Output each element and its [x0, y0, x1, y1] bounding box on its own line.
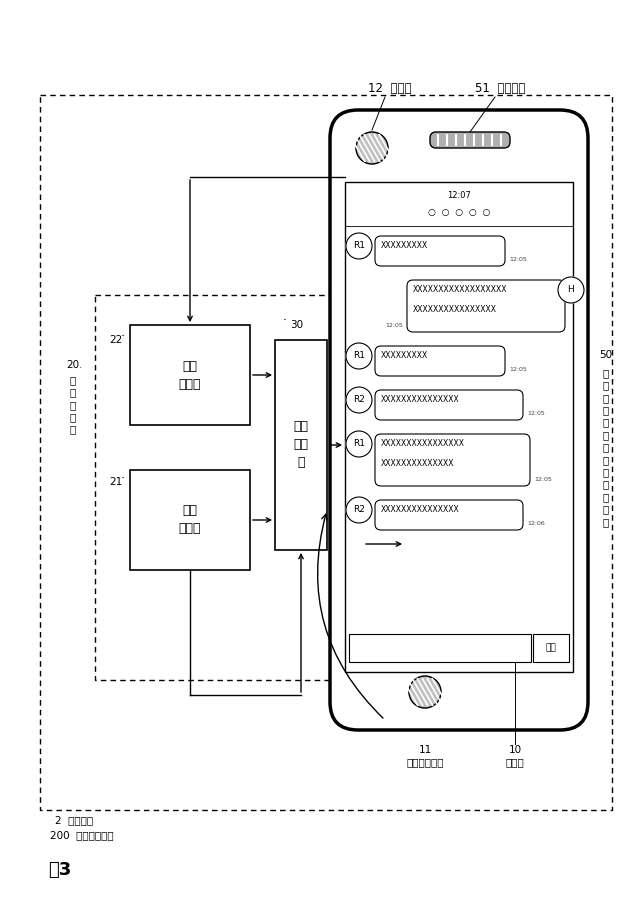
Text: 10
入力部: 10 入力部: [506, 745, 524, 767]
Text: H: H: [568, 285, 574, 294]
Text: 12:06: 12:06: [527, 521, 545, 526]
Bar: [40, 95, 612, 810]
Text: XXXXXXXXXXXXXX: XXXXXXXXXXXXXX: [381, 459, 454, 468]
Text: XXXXXXXXX: XXXXXXXXX: [381, 241, 428, 251]
Text: 51  スピーカ: 51 スピーカ: [475, 82, 525, 95]
FancyBboxPatch shape: [430, 132, 510, 148]
FancyBboxPatch shape: [375, 390, 523, 420]
Text: XXXXXXXXXXXXXXX: XXXXXXXXXXXXXXX: [381, 506, 460, 515]
FancyBboxPatch shape: [375, 346, 505, 376]
Text: XXXXXXXXXXXXXXXX: XXXXXXXXXXXXXXXX: [381, 439, 465, 448]
Circle shape: [346, 343, 372, 369]
Text: 12:05: 12:05: [385, 323, 403, 328]
FancyBboxPatch shape: [407, 280, 565, 332]
Text: R1: R1: [353, 439, 365, 448]
Text: 30: 30: [290, 320, 303, 330]
Text: XXXXXXXXXXXXXXXXXX: XXXXXXXXXXXXXXXXXX: [413, 285, 508, 294]
Text: 2  対話装置: 2 対話装置: [55, 815, 93, 825]
Bar: [130, 470, 250, 570]
Circle shape: [346, 431, 372, 457]
Text: XXXXXXXXXXXXXXX: XXXXXXXXXXXXXXX: [381, 395, 460, 404]
Text: 11
マイクロホン: 11 マイクロホン: [406, 745, 444, 767]
Circle shape: [409, 676, 441, 708]
Text: XXXXXXXXXXXXXXXX: XXXXXXXXXXXXXXXX: [413, 305, 497, 314]
Bar: [95, 295, 360, 680]
Text: 12:05: 12:05: [509, 257, 527, 262]
Circle shape: [346, 387, 372, 413]
Text: 20: 20: [67, 360, 79, 370]
Text: R1: R1: [353, 352, 365, 361]
Bar: [349, 634, 531, 662]
Text: 送信: 送信: [546, 643, 556, 652]
Text: ○  ○  ○  ○  ○: ○ ○ ○ ○ ○: [428, 208, 490, 217]
Bar: [533, 634, 569, 662]
Bar: [275, 340, 327, 550]
Bar: [345, 182, 573, 672]
Text: 発話
決定
部: 発話 決定 部: [294, 421, 308, 469]
Bar: [130, 325, 250, 425]
FancyBboxPatch shape: [375, 500, 523, 530]
Circle shape: [558, 277, 584, 303]
Text: 12:07: 12:07: [447, 191, 471, 200]
Circle shape: [346, 233, 372, 259]
Text: XXXXXXXXX: XXXXXXXXX: [381, 352, 428, 361]
Text: 21: 21: [109, 477, 122, 487]
Text: 音声
認識部: 音声 認識部: [179, 505, 201, 536]
Text: 200  対話システム: 200 対話システム: [50, 830, 114, 840]
Text: 提
示
部
（
液
晶
デ
ィ
ス
プ
レ
イ
）: 提 示 部 （ 液 晶 デ ィ ス プ レ イ ）: [603, 368, 609, 527]
Text: 22: 22: [109, 335, 122, 345]
Circle shape: [346, 497, 372, 523]
FancyBboxPatch shape: [330, 110, 588, 730]
FancyBboxPatch shape: [375, 434, 530, 486]
Text: 50: 50: [600, 350, 612, 360]
Text: R2: R2: [353, 395, 365, 404]
Text: 12:05: 12:05: [509, 367, 527, 372]
FancyBboxPatch shape: [375, 236, 505, 266]
Text: 12  カメラ: 12 カメラ: [368, 82, 412, 95]
Circle shape: [356, 132, 388, 164]
Text: 12:05: 12:05: [527, 411, 545, 416]
Text: 動作
認識部: 動作 認識部: [179, 360, 201, 391]
Text: 図3: 図3: [48, 861, 71, 879]
Text: 行
動
認
識
部: 行 動 認 識 部: [70, 375, 76, 435]
Text: 12:05: 12:05: [534, 477, 552, 482]
Text: R2: R2: [353, 506, 365, 515]
Text: R1: R1: [353, 241, 365, 251]
